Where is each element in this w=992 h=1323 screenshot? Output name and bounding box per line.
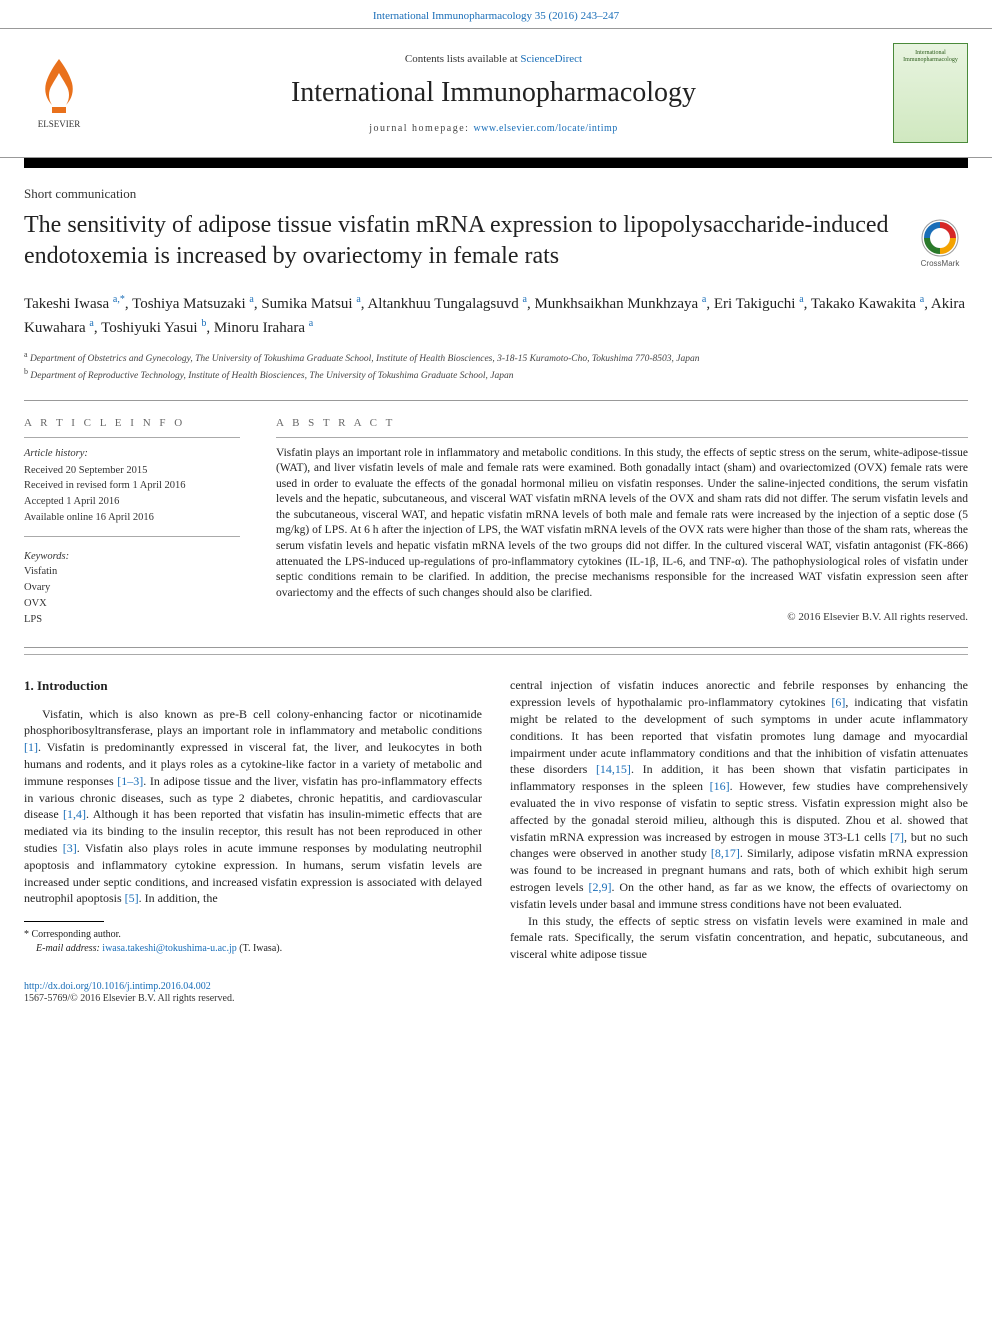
- ref-link[interactable]: [1,4]: [63, 807, 86, 821]
- journal-header: ELSEVIER Contents lists available at Sci…: [0, 28, 992, 158]
- history-head: Article history:: [24, 446, 240, 462]
- ref-link[interactable]: [8,17]: [711, 846, 740, 860]
- affiliation: a Department of Obstetrics and Gynecolog…: [24, 349, 968, 366]
- affiliation: b Department of Reproductive Technology,…: [24, 366, 968, 383]
- corresponding-author: * Corresponding author. E-mail address: …: [24, 928, 482, 956]
- elsevier-logo[interactable]: ELSEVIER: [24, 51, 94, 135]
- ref-link[interactable]: [3]: [63, 841, 77, 855]
- ref-link[interactable]: [14,15]: [596, 762, 631, 776]
- ref-link[interactable]: [5]: [125, 891, 139, 905]
- journal-homepage: journal homepage: www.elsevier.com/locat…: [114, 123, 873, 134]
- ref-link[interactable]: [16]: [710, 779, 730, 793]
- column-right: central injection of visfatin induces an…: [510, 677, 968, 963]
- divider: [24, 647, 968, 648]
- abstract-text: Visfatin plays an important role in infl…: [276, 446, 968, 601]
- article-info-head: A R T I C L E I N F O: [24, 417, 240, 429]
- received-date: Received 20 September 2015: [24, 463, 240, 479]
- keyword: LPS: [24, 612, 240, 628]
- ref-link[interactable]: [1–3]: [117, 774, 143, 788]
- svg-text:CrossMark: CrossMark: [921, 259, 961, 268]
- footnote-separator: [24, 921, 104, 922]
- body-paragraph: In this study, the effects of septic str…: [510, 913, 968, 963]
- contents-available: Contents lists available at ScienceDirec…: [114, 53, 873, 65]
- ref-link[interactable]: [1]: [24, 740, 38, 754]
- journal-name: International Immunopharmacology: [114, 77, 873, 109]
- affiliations: a Department of Obstetrics and Gynecolog…: [0, 349, 992, 394]
- abstract-copyright: © 2016 Elsevier B.V. All rights reserved…: [276, 611, 968, 623]
- crossmark-badge[interactable]: CrossMark: [912, 210, 968, 276]
- email-link[interactable]: iwasa.takeshi@tokushima-u.ac.jp: [102, 943, 236, 954]
- header-citation: International Immunopharmacology 35 (201…: [0, 0, 992, 28]
- journal-cover[interactable]: International Immunopharmacology: [893, 43, 968, 143]
- article-title: The sensitivity of adipose tissue visfat…: [24, 210, 892, 272]
- revised-date: Received in revised form 1 April 2016: [24, 478, 240, 494]
- ref-link[interactable]: [2,9]: [588, 880, 611, 894]
- ref-link[interactable]: [6]: [831, 695, 845, 709]
- issn-copyright: 1567-5769/© 2016 Elsevier B.V. All right…: [24, 993, 234, 1004]
- section-heading: 1. Introduction: [24, 677, 482, 695]
- sciencedirect-link[interactable]: ScienceDirect: [520, 53, 582, 65]
- svg-text:ELSEVIER: ELSEVIER: [38, 119, 81, 129]
- keyword: Visfatin: [24, 564, 240, 580]
- header-divider: [24, 158, 968, 168]
- article-type: Short communication: [0, 168, 992, 210]
- accepted-date: Accepted 1 April 2016: [24, 494, 240, 510]
- keywords-head: Keywords:: [24, 549, 240, 565]
- column-left: 1. Introduction Visfatin, which is also …: [24, 677, 482, 963]
- body-paragraph: central injection of visfatin induces an…: [510, 677, 968, 912]
- homepage-link[interactable]: www.elsevier.com/locate/intimp: [473, 123, 617, 134]
- online-date: Available online 16 April 2016: [24, 510, 240, 526]
- body-paragraph: Visfatin, which is also known as pre-B c…: [24, 706, 482, 908]
- abstract-head: A B S T R A C T: [276, 417, 968, 429]
- doi-link[interactable]: http://dx.doi.org/10.1016/j.intimp.2016.…: [24, 981, 968, 992]
- ref-link[interactable]: [7]: [890, 830, 904, 844]
- divider: [24, 400, 968, 401]
- citation-link[interactable]: International Immunopharmacology 35 (201…: [373, 10, 619, 22]
- authors: Takeshi Iwasa a,*, Toshiya Matsuzaki a, …: [0, 288, 992, 349]
- keyword: OVX: [24, 596, 240, 612]
- keyword: Ovary: [24, 580, 240, 596]
- footer: http://dx.doi.org/10.1016/j.intimp.2016.…: [0, 971, 992, 1024]
- body-columns: 1. Introduction Visfatin, which is also …: [0, 655, 992, 971]
